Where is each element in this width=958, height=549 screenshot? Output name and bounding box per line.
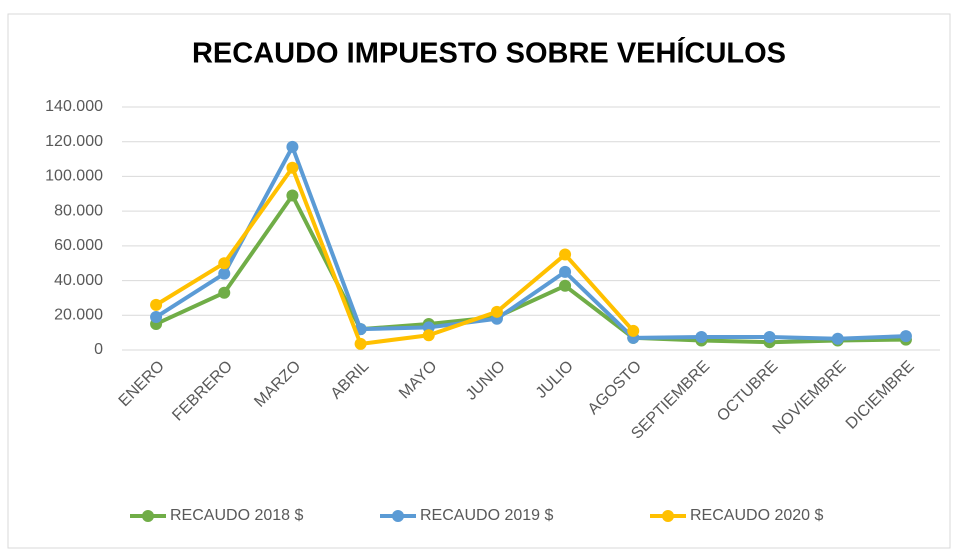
y-tick-label: 40.000 bbox=[54, 272, 103, 289]
point bbox=[150, 298, 163, 311]
point bbox=[286, 189, 299, 202]
y-tick-label: 80.000 bbox=[54, 202, 103, 219]
point bbox=[559, 248, 572, 261]
y-tick-label: 0 bbox=[94, 341, 103, 358]
legend-label: RECAUDO 2018 $ bbox=[170, 507, 303, 524]
point bbox=[559, 265, 572, 278]
legend-label: RECAUDO 2020 $ bbox=[690, 507, 823, 524]
point bbox=[559, 279, 572, 292]
point bbox=[627, 324, 640, 337]
series-line bbox=[155, 165, 635, 346]
series-line bbox=[155, 193, 906, 345]
point bbox=[695, 330, 708, 343]
point bbox=[763, 330, 776, 343]
y-tick-label: 120.000 bbox=[45, 133, 103, 150]
chart-title: RECAUDO IMPUESTO SOBRE VEHÍCULOS bbox=[192, 36, 786, 70]
point bbox=[286, 161, 299, 174]
y-tick-label: 20.000 bbox=[54, 307, 103, 324]
point bbox=[422, 329, 435, 342]
legend-marker bbox=[142, 510, 154, 522]
point bbox=[899, 330, 912, 343]
point bbox=[218, 257, 231, 270]
series-line bbox=[155, 144, 906, 341]
y-tick-label: 60.000 bbox=[54, 237, 103, 254]
point bbox=[218, 267, 231, 280]
point bbox=[218, 286, 231, 299]
y-tick-label: 100.000 bbox=[45, 168, 103, 185]
y-tick-label: 140.000 bbox=[45, 98, 103, 115]
point bbox=[831, 332, 844, 345]
point bbox=[354, 337, 367, 350]
legend-marker bbox=[392, 510, 404, 522]
legend-label: RECAUDO 2019 $ bbox=[420, 507, 553, 524]
point bbox=[490, 305, 503, 318]
legend-marker bbox=[662, 510, 674, 522]
point bbox=[286, 140, 299, 153]
point bbox=[150, 311, 163, 324]
